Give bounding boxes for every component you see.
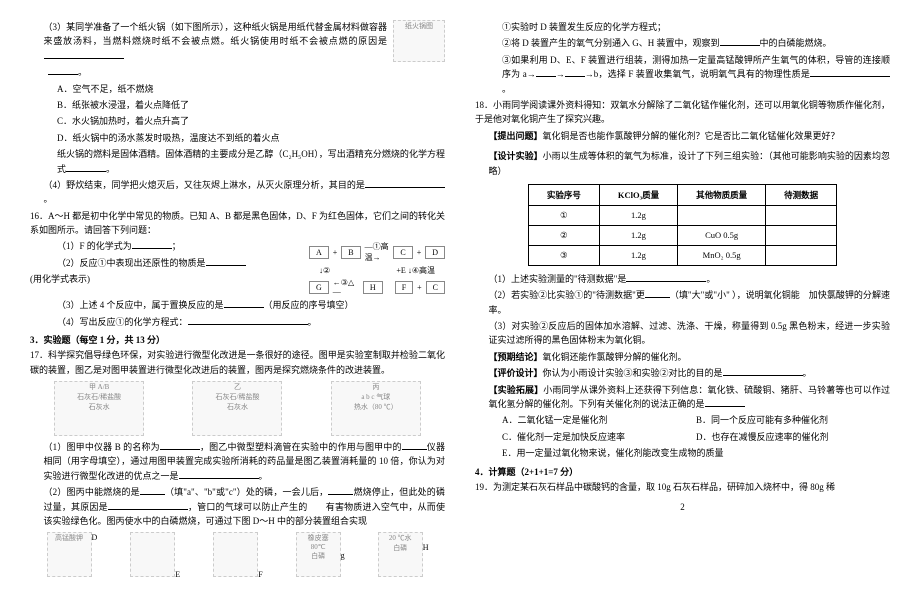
right-column: ①实验时 D 装置发生反应的化学方程式； ②将 D 装置产生的氧气分别通入 G、…	[475, 20, 890, 584]
propose: 【提出问题】氧化铜是否也能作氯酸钾分解的催化剂？它是否比二氧化锰催化效果更好？	[475, 129, 890, 143]
table-row: ②1.2gCuO 0.5g	[528, 225, 836, 245]
q16-sub4: （4）写出反应①的化学方程式：。	[30, 315, 445, 329]
ext-row-cd: C．催化剂一定是加快反应速率 D．也存在减慢反应速率的催化剂	[475, 430, 890, 446]
page-number: 2	[475, 502, 890, 512]
ext-c: C．催化剂一定是加快反应速率	[475, 430, 696, 444]
ext-a: A．二氧化锰一定是催化剂	[475, 413, 696, 427]
fig-yi: 乙石灰石/稀盐酸石灰水	[192, 381, 282, 436]
table-row: ③1.2gMnO₂ 0.5g	[528, 245, 836, 265]
th-4: 待测数据	[766, 184, 837, 205]
device-d: 高锰酸钾	[47, 532, 92, 577]
section4-title: 4．计算题（2+1+1=7 分）	[475, 465, 890, 478]
opt-d: D．纸火锅中的汤水蒸发时吸热，温度达不到纸的着火点	[30, 131, 445, 145]
paper-hotpot-image: 纸火锅图	[393, 20, 445, 62]
q-paperfire-stem: （3）某同学准备了一个纸火锅（如下图所示），这种纸火锅是用纸代替金属材料做容器来…	[30, 20, 445, 63]
q16-sub3: （3）上述 4 个反应中，属于置换反应的是（用反应的序号填空）	[30, 298, 445, 312]
pre-conc: 【预期结论】氧化铜还能作氯酸钾分解的催化剂。	[475, 350, 890, 364]
r-circ3: ③如果利用 D、E、F 装置进行组装，测得加热一定量高锰酸钾所产生氧气的体积，导…	[475, 53, 890, 96]
fig-bing: 丙a b c 气球热水（80 ℃）	[331, 381, 421, 436]
q17-sub2: （2）图丙中能燃烧的是（填"a"、"b"或"c"）处的磷，一会儿后，燃烧停止，但…	[30, 485, 445, 528]
q18-stem: 18．小雨同学阅读课外资料得知：双氧水分解除了二氧化锰作催化剂，还可以用氧化铜等…	[475, 98, 890, 127]
ext: 【实验拓展】小雨同学从课外资料上还获得下列信息：氧化铁、硫酸铜、猪肝、马铃薯等也…	[475, 383, 890, 412]
design: 【设计实验】小雨以生成等体积的氧气为标准，设计了下列三组实验：（其他可能影响实验…	[475, 149, 890, 178]
q16-diagram: A+B —①高温→ C+D ↓②+E ↓④高温 G ←③△— H F+C	[285, 239, 445, 298]
th-3: 其他物质质量	[678, 184, 766, 205]
device-e	[130, 532, 175, 577]
t-sub1: （1）上述实验测量的"待测数据"是。	[475, 272, 890, 286]
th-1: 实验序号	[528, 184, 599, 205]
eval: 【评价设计】你认为小雨设计实验③和实验②对比的目的是。	[475, 366, 890, 380]
t-sub2: （2）若实验②比实验①的"待测数据"更（填"大"或"小" ），说明氧化铜能 加快…	[475, 288, 890, 317]
fig-jia: 甲 A/B石灰石/稀盐酸石灰水	[54, 381, 144, 436]
opt-b: B．纸张被水浸湿，着火点降低了	[30, 98, 445, 112]
q4-text: （4）野炊结束，同学把火熄灭后，又往灰烬上淋水，从灭火原理分析，其目的是。	[30, 178, 445, 207]
device-f	[213, 532, 258, 577]
r-circ2: ②将 D 装置产生的氧气分别通入 G、H 装置中，观察到中的白磷能燃烧。	[475, 36, 890, 50]
ext-e: E．用一定量过氧化物来说，催化剂能改变生成物的质量	[475, 446, 890, 460]
section3-title: 3．实验题（每空 1 分，共 13 分）	[30, 333, 445, 346]
blank-line: 。	[30, 65, 445, 79]
experiment-table: 实验序号 KClO₃质量 其他物质质量 待测数据 ①1.2g ②1.2gCuO …	[528, 184, 837, 266]
device-g: 橡皮塞80℃白磷	[296, 532, 341, 577]
q17-sub1: （1）图甲中仪器 B 的名称为，图乙中微型塑料滴管在实验中的作用与图甲中的仪器相…	[30, 440, 445, 483]
t-sub3: （3）对实验②反应后的固体加水溶解、过滤、洗涤、干燥，称量得到 0.5g 黑色粉…	[475, 319, 890, 348]
q17-figures-row2: 高锰酸钾D E F 橡皮塞80℃白磷g 20 ℃水白磷H	[30, 532, 445, 579]
fuel-text: 纸火锅的燃料是固体酒精。固体酒精的主要成分是乙醇（C₂H₅OH），写出酒精充分燃…	[30, 147, 445, 176]
th-2: KClO₃质量	[599, 184, 677, 205]
device-h: 20 ℃水白磷	[378, 532, 423, 577]
ext-d: D．也存在减慢反应速率的催化剂	[696, 430, 890, 444]
q17-stem: 17．科学探究倡导绿色环保，对实验进行微型化改进是一条很好的途径。图甲是实验室制…	[30, 348, 445, 377]
ext-row-ab: A．二氧化锰一定是催化剂 B．同一个反应可能有多种催化剂	[475, 413, 890, 429]
table-header: 实验序号 KClO₃质量 其他物质质量 待测数据	[528, 184, 836, 205]
opt-a: A．空气不足，纸不燃烧	[30, 82, 445, 96]
q19: 19．为测定某石灰石样品中碳酸钙的含量，取 10g 石灰石样品，研碎加入烧杯中，…	[475, 480, 890, 494]
r-circ1: ①实验时 D 装置发生反应的化学方程式；	[475, 20, 890, 34]
opt-c: C．水火锅加热时，着火点升高了	[30, 114, 445, 128]
left-column: 纸火锅图 （3）某同学准备了一个纸火锅（如下图所示），这种纸火锅是用纸代替金属材…	[30, 20, 445, 584]
ext-b: B．同一个反应可能有多种催化剂	[696, 413, 890, 427]
q17-figures-row1: 甲 A/B石灰石/稀盐酸石灰水 乙石灰石/稀盐酸石灰水 丙a b c 气球热水（…	[30, 381, 445, 436]
table-row: ①1.2g	[528, 205, 836, 225]
q16-stem: 16．A～H 都是初中化学中常见的物质。已知 A、B 都是黑色固体，D、F 为红…	[30, 209, 445, 238]
